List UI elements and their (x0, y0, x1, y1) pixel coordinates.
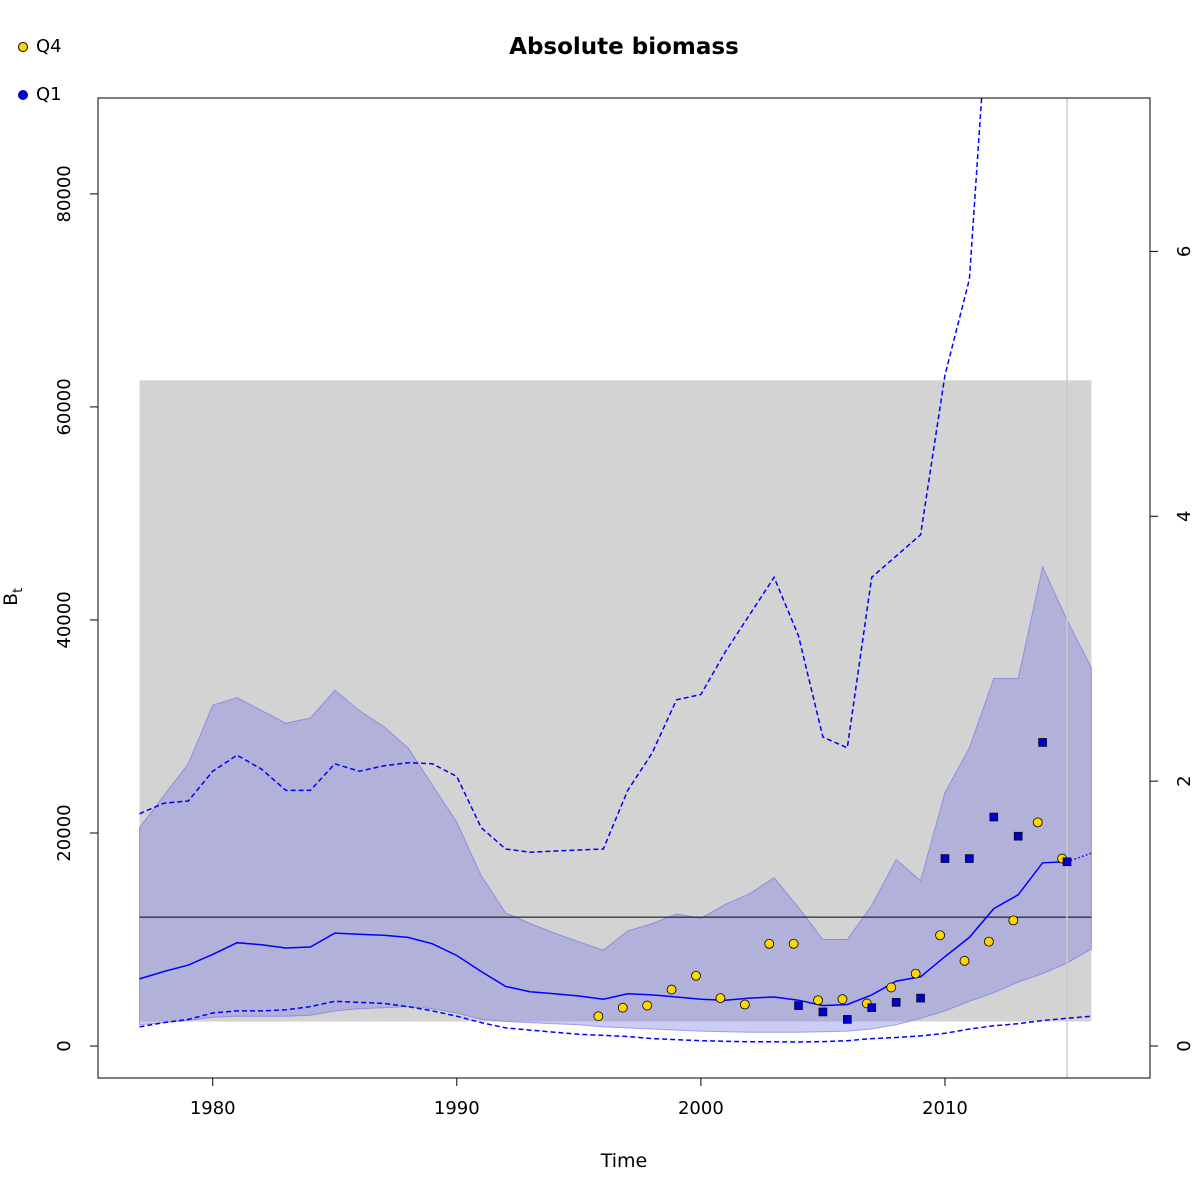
q1-point (1038, 738, 1047, 747)
y-tick-label: 60000 (54, 378, 75, 435)
q4-point (617, 1002, 628, 1013)
x-tick-label: 1980 (190, 1098, 236, 1119)
q4-point (788, 938, 799, 949)
q4-point (959, 955, 970, 966)
y-tick-label: 0 (54, 1040, 75, 1051)
x-tick-label: 2010 (922, 1098, 968, 1119)
chart-title: Absolute biomass (509, 34, 739, 60)
q1-point (891, 998, 901, 1007)
legend-q4-marker (18, 41, 28, 52)
y-tick-label: 20000 (54, 804, 75, 861)
plot-frame (97, 97, 1151, 1079)
axes: 1980 1990 2000 2010 0 20000 40000 60000 80000 0 2 4… (54, 165, 1195, 1119)
q1-point (1013, 831, 1023, 841)
q1-point (916, 993, 925, 1003)
q1-point (794, 1001, 803, 1010)
q4-point (837, 994, 848, 1005)
q1-point (843, 1015, 852, 1024)
q4-point (984, 936, 994, 947)
y-right-tick-label: 2 (1174, 775, 1195, 786)
y-tick-label: 80000 (54, 165, 75, 222)
x-tick-label: 1990 (434, 1098, 480, 1119)
q4-point (715, 993, 726, 1004)
q1-point (989, 812, 999, 822)
legend-q1-marker (18, 89, 28, 100)
y-axis-label-main: B (0, 592, 23, 606)
legend-item-q4: Q4 (18, 36, 62, 57)
legend-item-q1: Q1 (18, 84, 62, 105)
q1-point (940, 854, 950, 863)
legend-q1-label: Q1 (36, 84, 62, 105)
q1-point (1062, 857, 1072, 867)
plot-clip-group (139, 98, 1092, 1078)
q1-point (818, 1007, 828, 1017)
q4-point (764, 938, 775, 949)
bmsy-band (139, 380, 1092, 1022)
x-axis-label: Time (600, 1150, 648, 1172)
q4-point (642, 1000, 653, 1011)
y-right-tick-label: 6 (1174, 246, 1195, 257)
q1-point (867, 1003, 877, 1012)
y-right-tick-label: 4 (1174, 511, 1195, 522)
y-axis-label-sub: t (10, 587, 26, 593)
q4-point (666, 984, 677, 995)
q4-point (910, 968, 921, 979)
q4-point (886, 982, 897, 993)
series-line-3 (139, 98, 983, 853)
y-right-tick-label: 0 (1174, 1040, 1195, 1051)
q4-point (739, 999, 750, 1010)
series-line-0 (139, 861, 1068, 1007)
plot-area (139, 98, 1092, 1078)
q4-point (935, 930, 945, 941)
biomass-ci-band (139, 565, 1092, 1033)
q4-point (1008, 915, 1019, 926)
x-tick-label: 2000 (678, 1098, 724, 1119)
q4-point (691, 970, 701, 981)
q4-point (1032, 817, 1043, 828)
y-axis-label: Bt (0, 576, 26, 606)
series-line-2 (139, 1000, 1092, 1043)
q4-point (813, 995, 823, 1006)
y-tick-label: 40000 (54, 591, 75, 648)
legend-q4-label: Q4 (36, 36, 62, 57)
q1-point (965, 854, 974, 863)
q4-point (593, 1011, 604, 1022)
